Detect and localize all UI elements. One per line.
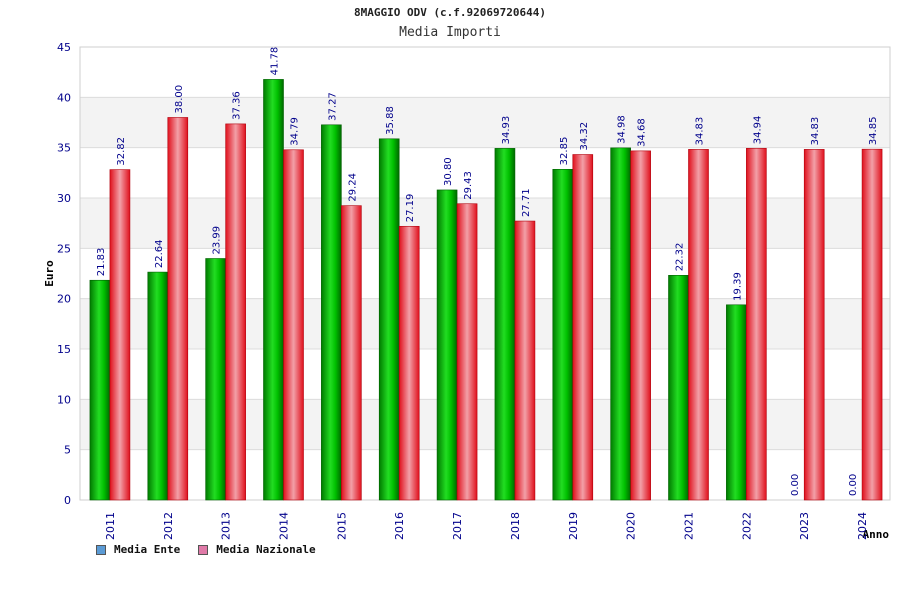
bar-ente xyxy=(147,271,169,501)
legend-item-ente: Media Ente xyxy=(96,543,180,556)
bar-ente xyxy=(263,79,284,501)
x-tick-label: 2020 xyxy=(625,512,638,540)
bar-ente xyxy=(668,275,689,501)
x-tick-label: 2023 xyxy=(798,512,811,540)
y-tick-label: 40 xyxy=(57,91,71,104)
y-tick-label: 0 xyxy=(64,494,71,507)
chart-title: 8MAGGIO ODV (c.f.92069720644) xyxy=(353,6,547,19)
data-label: 37.36 xyxy=(232,91,243,120)
x-tick-label: 2013 xyxy=(220,512,233,540)
x-tick-label: 2011 xyxy=(104,512,117,540)
grid-band xyxy=(80,399,890,450)
legend-item-nazionale: Media Nazionale xyxy=(198,543,316,556)
bar-nazionale xyxy=(283,149,304,501)
data-label: 38.00 xyxy=(174,85,185,114)
data-label: 32.85 xyxy=(559,137,570,166)
bar-nazionale xyxy=(861,148,883,501)
x-tick-label: 2016 xyxy=(393,512,406,540)
data-label: 37.27 xyxy=(327,92,338,121)
legend-swatch-ente xyxy=(96,544,106,555)
y-tick-label: 35 xyxy=(57,142,71,155)
data-label: 34.83 xyxy=(695,117,706,146)
x-tick-label: 2024 xyxy=(856,512,869,540)
y-axis-label: Euro xyxy=(43,260,56,287)
x-tick-label: 2014 xyxy=(278,512,291,540)
bar-ente xyxy=(321,124,342,501)
x-tick-label: 2022 xyxy=(740,512,753,540)
bar-nazionale xyxy=(572,154,594,501)
data-label: 41.78 xyxy=(270,47,281,76)
data-label: 34.93 xyxy=(501,116,512,145)
plot-border xyxy=(79,46,891,501)
legend-swatch-nazionale xyxy=(198,544,209,555)
bar-ente xyxy=(378,138,400,501)
bar-nazionale xyxy=(167,117,189,501)
bar-nazionale xyxy=(514,220,536,501)
legend: Media Ente Media Nazionale xyxy=(96,543,316,556)
data-label: 34.79 xyxy=(290,117,301,146)
bar-nazionale xyxy=(803,149,825,501)
data-label: 23.99 xyxy=(212,226,223,255)
data-label: 27.19 xyxy=(405,194,416,223)
data-label: 27.71 xyxy=(521,188,532,217)
x-tick-label: 2019 xyxy=(567,512,580,540)
bar-nazionale xyxy=(630,150,651,501)
bar-ente xyxy=(436,189,458,501)
bar-nazionale xyxy=(746,147,767,501)
grid-band xyxy=(80,97,890,148)
y-tick-label: 20 xyxy=(57,293,71,306)
x-axis-label: Anno xyxy=(863,528,890,541)
data-label: 29.24 xyxy=(347,173,358,202)
chart-subtitle: Media Importi xyxy=(399,25,501,40)
bar-nazionale xyxy=(398,225,420,501)
data-label: 34.85 xyxy=(868,117,879,146)
bar-ente xyxy=(726,304,747,501)
y-tick-label: 10 xyxy=(57,393,71,406)
bar-nazionale xyxy=(225,123,246,501)
bar-nazionale xyxy=(688,149,709,501)
data-label: 34.94 xyxy=(752,116,763,145)
data-label: 22.32 xyxy=(675,243,686,272)
data-label: 21.83 xyxy=(96,248,107,277)
bar-ente xyxy=(89,279,111,501)
legend-label-ente: Media Ente xyxy=(114,543,181,556)
y-tick-label: 25 xyxy=(57,242,71,255)
data-label: 34.83 xyxy=(810,117,821,146)
data-label: 34.98 xyxy=(617,115,628,144)
bar-nazionale xyxy=(341,205,362,501)
bar-ente xyxy=(205,258,226,501)
data-label: 19.39 xyxy=(732,272,743,301)
legend-label-nazionale: Media Nazionale xyxy=(216,543,316,556)
data-label: 35.88 xyxy=(385,106,396,135)
bar-nazionale xyxy=(456,203,478,501)
x-tick-label: 2018 xyxy=(509,512,522,540)
grid-band xyxy=(80,298,890,349)
x-tick-label: 2021 xyxy=(683,512,696,540)
bar-ente xyxy=(494,148,516,501)
x-tick-label: 2015 xyxy=(335,512,348,540)
y-tick-label: 45 xyxy=(57,41,71,54)
data-label: 29.43 xyxy=(463,171,474,200)
grid-band xyxy=(80,198,890,249)
data-label: 34.68 xyxy=(637,118,648,147)
y-tick-label: 15 xyxy=(57,343,71,356)
data-label: 0.00 xyxy=(790,474,801,496)
data-label: 32.82 xyxy=(116,137,127,166)
data-label: 0.00 xyxy=(848,474,859,496)
y-tick-label: 30 xyxy=(57,192,71,205)
data-label: 30.80 xyxy=(443,157,454,186)
data-label: 34.32 xyxy=(579,122,590,151)
x-tick-label: 2012 xyxy=(162,512,175,540)
data-label: 22.64 xyxy=(154,239,165,268)
bar-nazionale xyxy=(109,169,131,501)
x-tick-label: 2017 xyxy=(451,512,464,540)
bar-ente xyxy=(552,169,574,501)
bar-ente xyxy=(610,147,631,501)
y-tick-label: 5 xyxy=(64,444,71,457)
